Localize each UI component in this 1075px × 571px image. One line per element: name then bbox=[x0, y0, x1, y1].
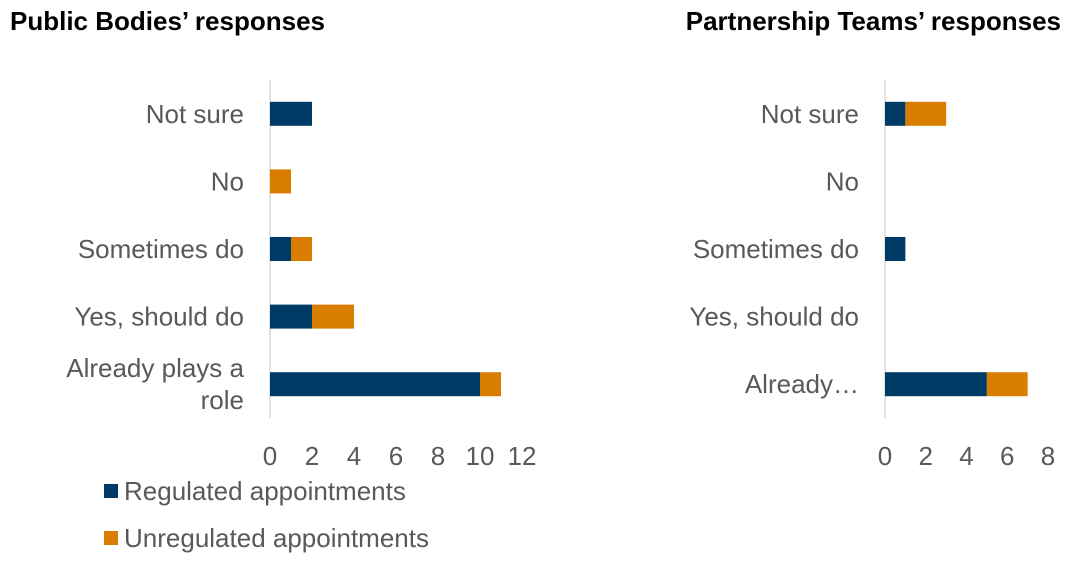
bar-regulated bbox=[270, 372, 480, 397]
category-label-public-bodies: Already plays a bbox=[66, 353, 244, 383]
category-label-partnership-teams: No bbox=[826, 166, 859, 196]
legend-swatch-unregulated bbox=[104, 531, 118, 545]
legend: Regulated appointments Unregulated appoi… bbox=[104, 476, 429, 553]
x-tick-label-public-bodies: 0 bbox=[263, 441, 277, 471]
category-label-public-bodies: No bbox=[211, 166, 244, 196]
x-tick-label-public-bodies: 12 bbox=[508, 441, 537, 471]
legend-swatch-regulated bbox=[104, 484, 118, 498]
x-tick-label-public-bodies: 8 bbox=[431, 441, 445, 471]
bar-regulated bbox=[885, 237, 906, 261]
legend-label-unregulated: Unregulated appointments bbox=[124, 523, 429, 553]
x-tick-label-partnership-teams: 8 bbox=[1041, 441, 1055, 471]
category-label-public-bodies: Yes, should do bbox=[74, 302, 244, 332]
bar-regulated bbox=[270, 304, 312, 329]
category-label-partnership-teams: Not sure bbox=[761, 99, 859, 129]
x-tick-label-partnership-teams: 4 bbox=[959, 441, 973, 471]
x-tick-label-partnership-teams: 2 bbox=[919, 441, 933, 471]
category-label-partnership-teams: Yes, should do bbox=[689, 302, 859, 332]
category-label-public-bodies: role bbox=[201, 385, 244, 415]
chart-title-partnership-teams: Partnership Teams’ responses bbox=[686, 6, 1061, 36]
bar-unregulated bbox=[291, 237, 312, 261]
category-label-partnership-teams: Already… bbox=[745, 369, 859, 399]
bar-unregulated bbox=[480, 372, 501, 397]
chart-panel-public-bodies: Not sure No Sometimes do Yes, should do Alre… bbox=[66, 80, 536, 471]
bar-unregulated bbox=[270, 169, 291, 194]
x-tick-label-public-bodies: 6 bbox=[389, 441, 403, 471]
bar-unregulated bbox=[986, 372, 1028, 397]
bar-regulated bbox=[270, 237, 291, 261]
x-tick-label-public-bodies: 4 bbox=[347, 441, 361, 471]
x-tick-label-public-bodies: 10 bbox=[466, 441, 495, 471]
x-tick-label-public-bodies: 2 bbox=[305, 441, 319, 471]
legend-label-regulated: Regulated appointments bbox=[124, 476, 406, 506]
category-label-partnership-teams: Sometimes do bbox=[693, 234, 859, 264]
bar-regulated bbox=[270, 101, 312, 126]
bar-unregulated bbox=[905, 101, 947, 126]
chart-title-public-bodies: Public Bodies’ responses bbox=[10, 6, 325, 36]
category-label-public-bodies: Sometimes do bbox=[78, 234, 244, 264]
bar-regulated bbox=[885, 372, 987, 397]
category-label-public-bodies: Not sure bbox=[146, 99, 244, 129]
x-tick-label-partnership-teams: 6 bbox=[1000, 441, 1014, 471]
x-tick-label-partnership-teams: 0 bbox=[878, 441, 892, 471]
bar-unregulated bbox=[312, 304, 354, 329]
bar-regulated bbox=[885, 101, 906, 126]
chart-panel-partnership-teams: Not sure No Sometimes do Yes, should do Alre… bbox=[689, 80, 1055, 471]
